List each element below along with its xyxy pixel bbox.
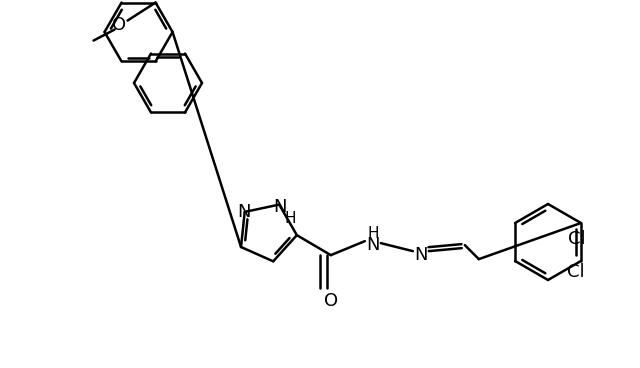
Text: H: H	[284, 211, 296, 226]
Text: O: O	[324, 292, 338, 310]
Text: N: N	[414, 246, 428, 264]
Text: N: N	[237, 203, 250, 221]
Text: N: N	[273, 198, 287, 216]
Text: Cl: Cl	[568, 230, 586, 248]
Text: O: O	[113, 15, 127, 33]
Text: H: H	[367, 226, 379, 241]
Text: N: N	[366, 236, 380, 254]
Text: Cl: Cl	[567, 263, 585, 281]
